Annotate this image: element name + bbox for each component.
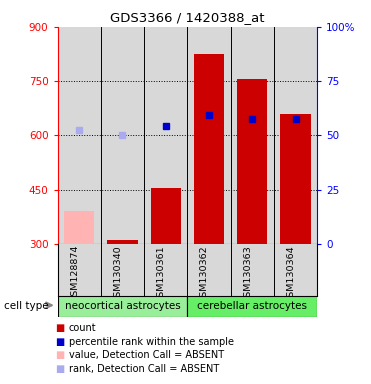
- Text: GSM130364: GSM130364: [286, 245, 296, 303]
- Bar: [194, 54, 224, 244]
- Text: GSM130361: GSM130361: [157, 245, 166, 303]
- Text: cell type: cell type: [4, 301, 48, 311]
- Text: ■: ■: [55, 350, 64, 360]
- Bar: [237, 79, 267, 244]
- Text: ■: ■: [55, 364, 64, 374]
- Text: value, Detection Call = ABSENT: value, Detection Call = ABSENT: [69, 350, 224, 360]
- Text: count: count: [69, 323, 96, 333]
- Text: cerebellar astrocytes: cerebellar astrocytes: [197, 301, 307, 311]
- Text: ■: ■: [55, 323, 64, 333]
- Bar: [58, 296, 187, 317]
- Text: GSM130363: GSM130363: [243, 245, 252, 303]
- Bar: [151, 188, 181, 244]
- Text: ■: ■: [55, 337, 64, 347]
- Bar: [64, 211, 94, 244]
- Text: percentile rank within the sample: percentile rank within the sample: [69, 337, 234, 347]
- Title: GDS3366 / 1420388_at: GDS3366 / 1420388_at: [110, 11, 265, 24]
- Bar: [187, 296, 317, 317]
- Text: neocortical astrocytes: neocortical astrocytes: [65, 301, 180, 311]
- Text: rank, Detection Call = ABSENT: rank, Detection Call = ABSENT: [69, 364, 219, 374]
- Bar: [107, 240, 138, 244]
- Text: GSM130340: GSM130340: [114, 245, 122, 303]
- Bar: [280, 114, 311, 244]
- Text: GSM130362: GSM130362: [200, 245, 209, 303]
- Text: GSM128874: GSM128874: [70, 245, 79, 302]
